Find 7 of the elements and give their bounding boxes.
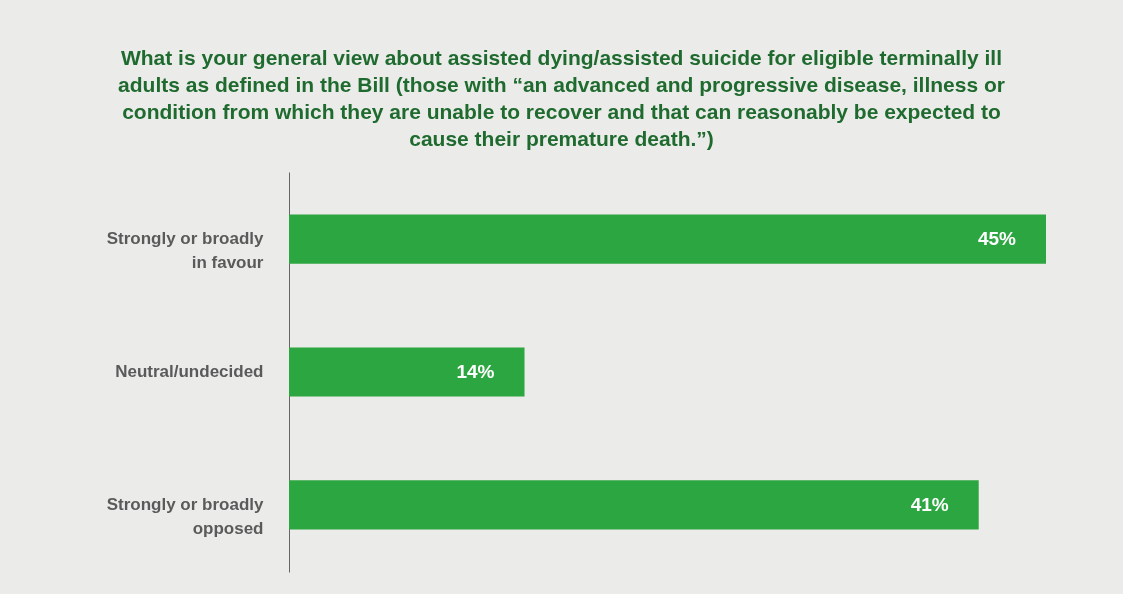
chart-title: What is your general view about assisted dying/assisted suicide for eligible terminally ill adults as defined in the Bill (those with “an advanced and progressive disease, illness or condition from which they are unable to recover and that can reasonably be expected to cause their premature death.”) <box>118 46 1005 150</box>
y-tick-label: Strongly or broadly in favour <box>106 229 265 273</box>
y-tick-label: Strongly or broadly opposed <box>106 494 265 538</box>
data-label: 41% <box>910 493 949 515</box>
data-label: 14% <box>456 361 495 382</box>
data-label: 45% <box>977 228 1017 250</box>
y-tick-label: Neutral/undecided <box>115 362 264 381</box>
